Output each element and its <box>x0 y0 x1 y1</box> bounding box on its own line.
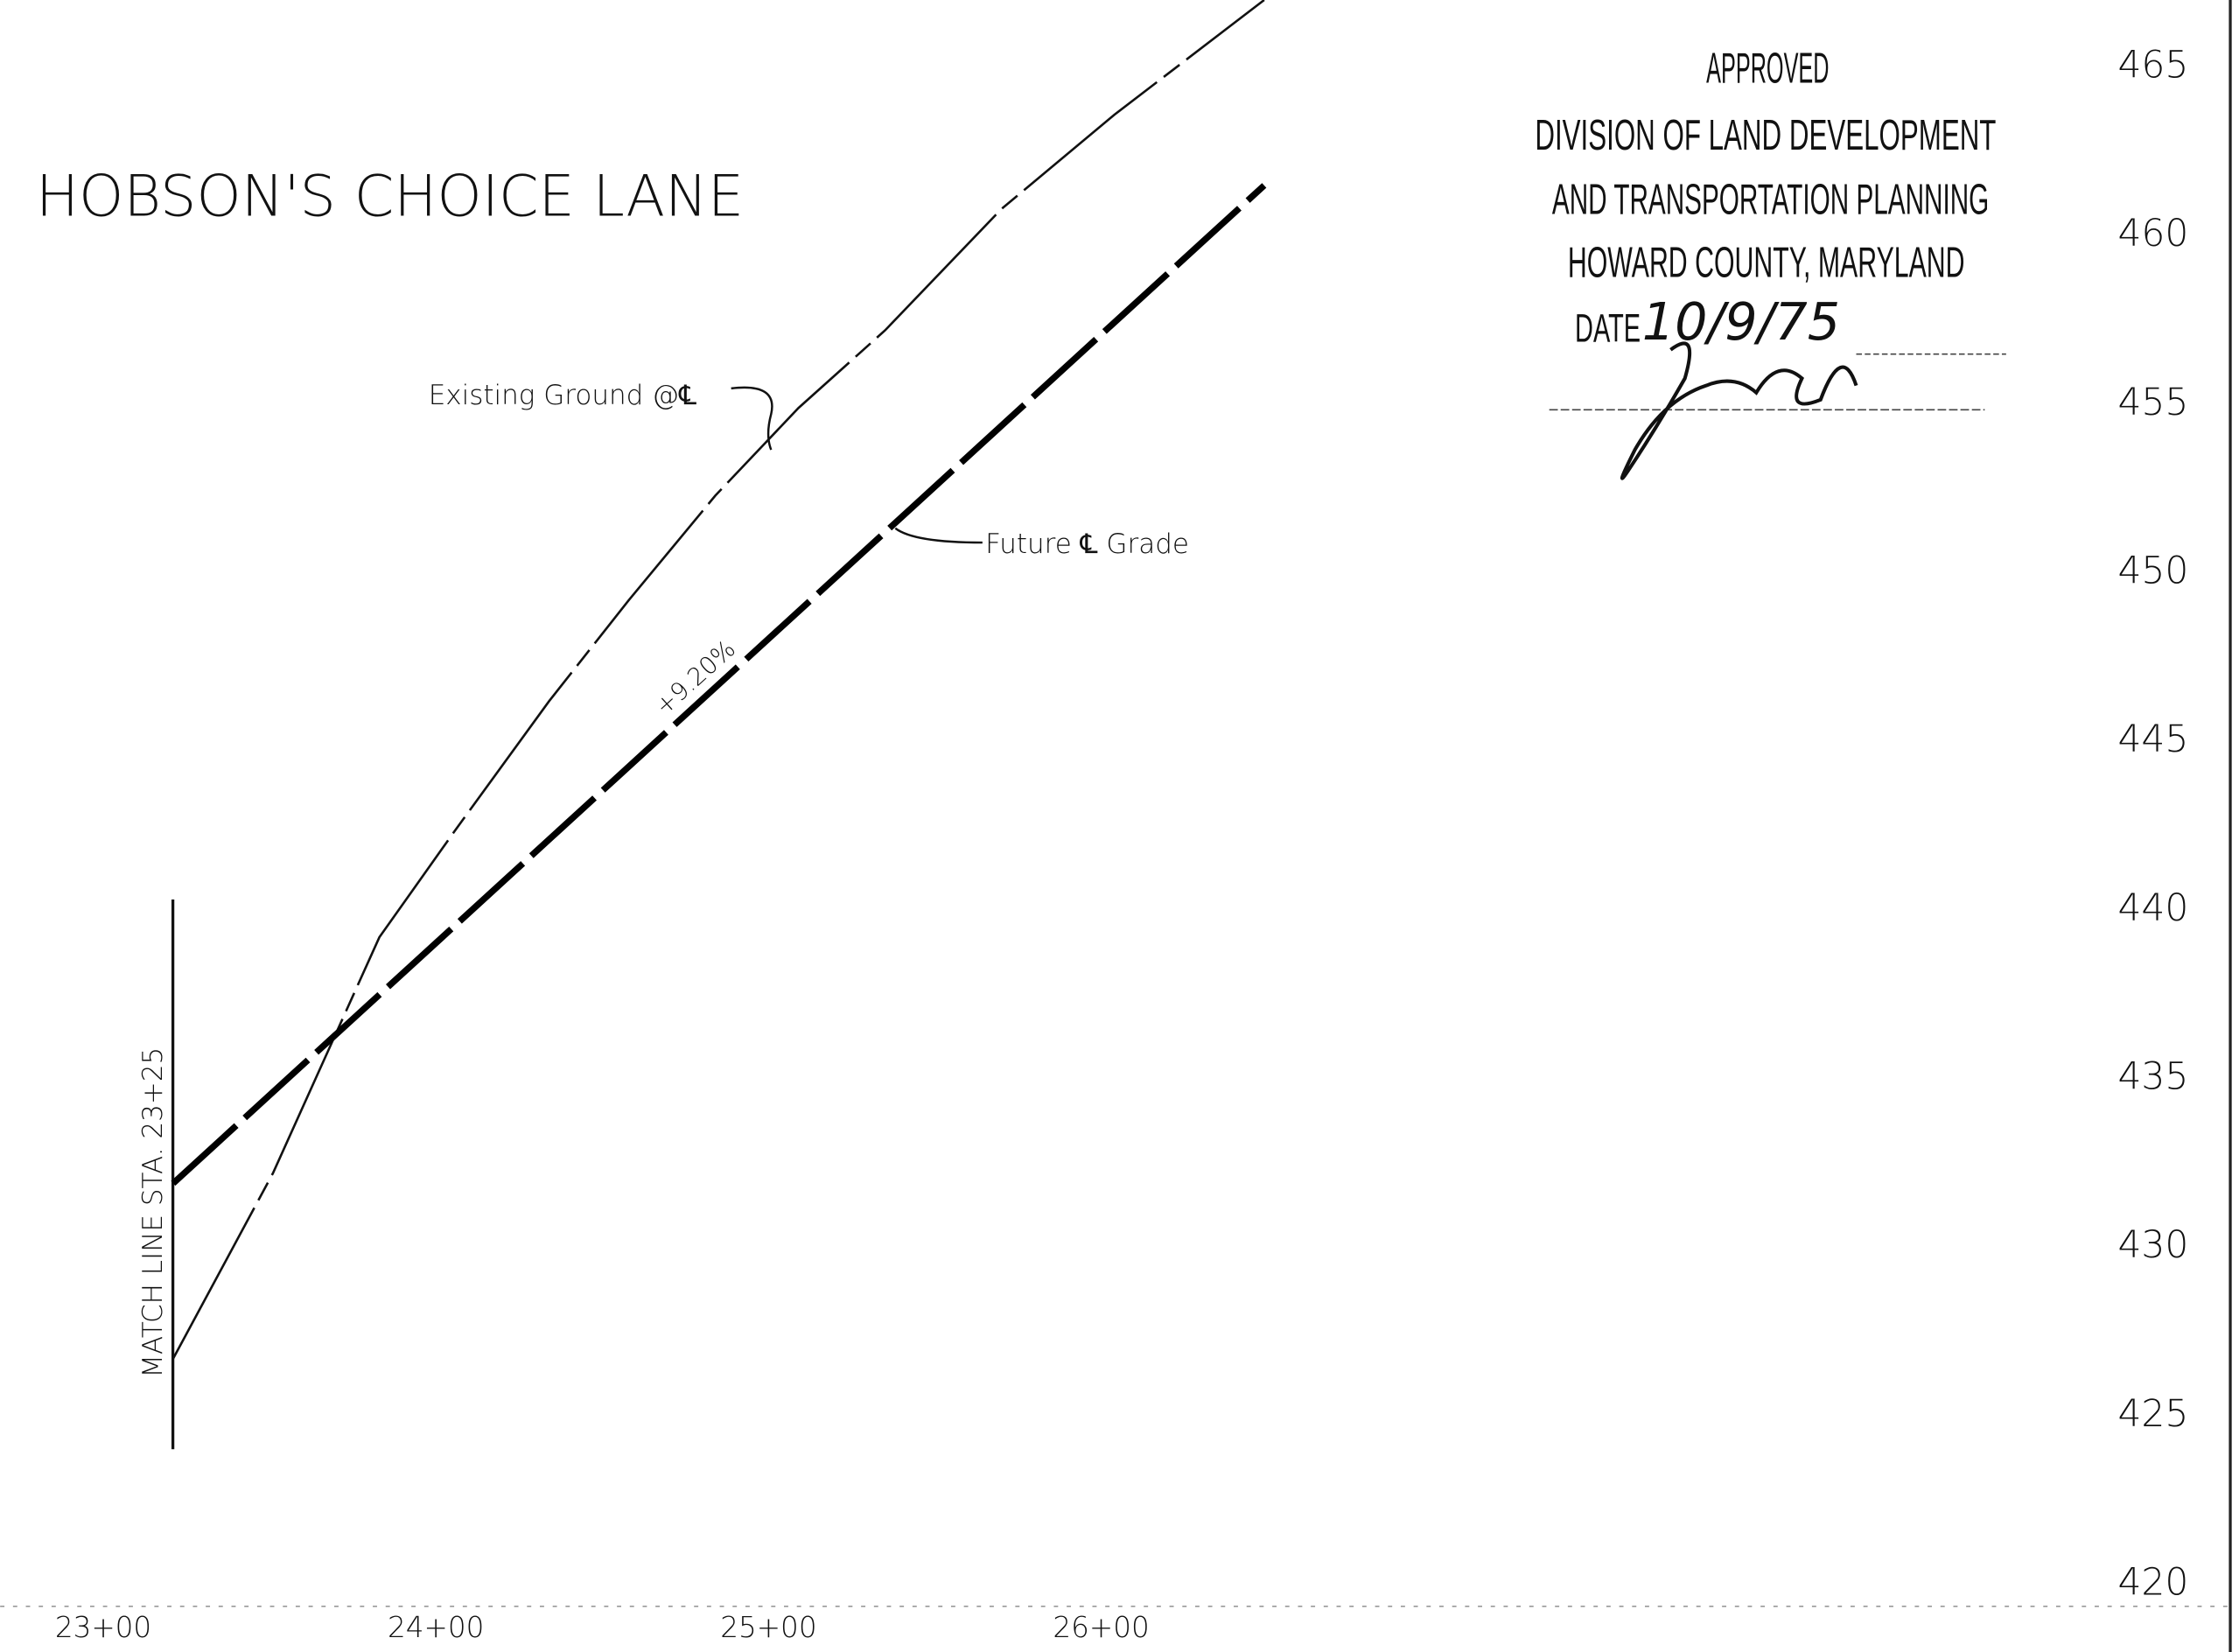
x-tick-label: 24+00 <box>388 1611 484 1644</box>
leader <box>894 527 983 544</box>
series-line <box>171 183 1267 1186</box>
y-tick-label: 440 <box>2117 887 2188 930</box>
stamp-text: APPROVED <box>1706 46 1829 93</box>
chart-title: HOBSON'S CHOICE LANE <box>36 163 744 229</box>
leader <box>731 386 773 451</box>
stamp-text: DIVISION OF LAND DEVELOPMENT <box>1535 112 1996 159</box>
y-tick-label: 435 <box>2117 1055 2188 1098</box>
x-tick-label: 26+00 <box>1053 1611 1149 1644</box>
stamp-date: 10/9/75 <box>1642 291 1840 352</box>
series-line <box>171 0 1265 1360</box>
y-tick-label: 445 <box>2117 718 2188 761</box>
stamp-text: AND TRANSPORTATION PLANNING <box>1552 177 1989 224</box>
stamp: APPROVED DIVISION OF LAND DEVELOPMENT AN… <box>1535 46 1996 351</box>
signature <box>1620 341 1858 480</box>
match-line-label: MATCH LINE STA. 23+25 <box>137 1047 169 1378</box>
x-tick-label: 23+00 <box>55 1611 151 1644</box>
y-tick-label: 430 <box>2117 1224 2188 1267</box>
x-tick-label: 25+00 <box>720 1611 816 1644</box>
series-label: Future ℄ Grade <box>985 528 1189 560</box>
series-label: Existing Ground @℄ <box>429 380 696 411</box>
y-tick-label: 460 <box>2117 213 2188 256</box>
y-tick-label: 450 <box>2117 550 2188 593</box>
y-tick-label: 455 <box>2117 382 2188 424</box>
y-tick-label: 425 <box>2117 1393 2188 1436</box>
y-tick-label: 465 <box>2117 45 2188 88</box>
stamp-text: DATE <box>1575 306 1641 351</box>
stamp-text: HOWARD COUNTY, MARYLAND <box>1568 239 1965 286</box>
y-tick-label: 420 <box>2117 1561 2188 1604</box>
